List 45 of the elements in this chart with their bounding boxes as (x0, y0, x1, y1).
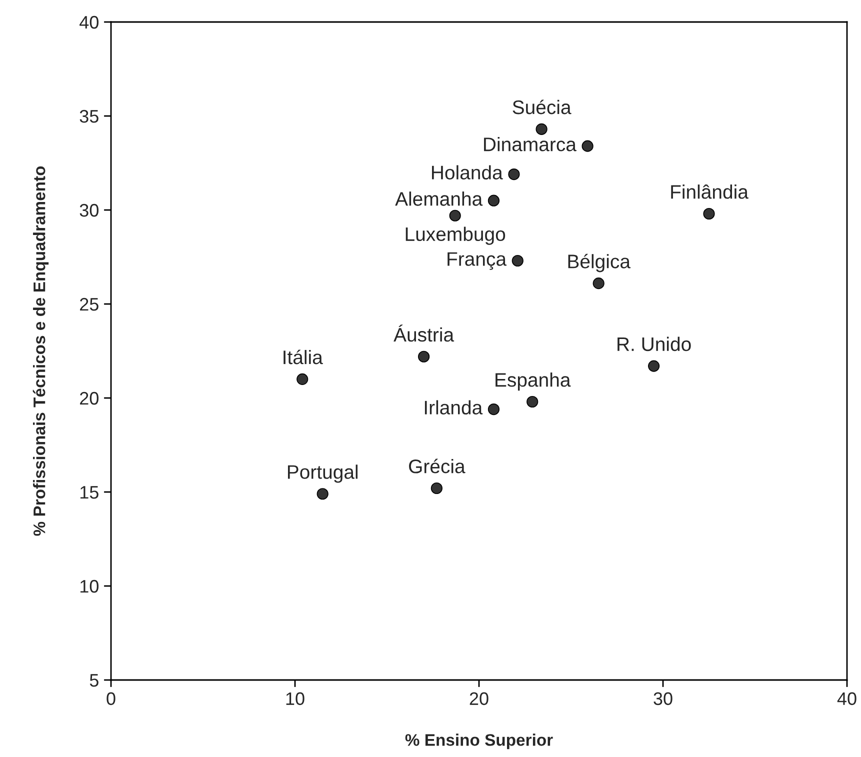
point (592, 278, 604, 290)
y-tick-label: 30 (80, 204, 98, 217)
y-tick-label: 40 (80, 16, 98, 29)
point (418, 350, 430, 362)
point (536, 123, 548, 135)
annotation: Portugal (288, 464, 358, 483)
annotation: Alemanha (395, 192, 483, 206)
annotation: R. Unido (618, 336, 691, 352)
annotation: Itália (284, 350, 323, 364)
point (488, 403, 500, 416)
point (512, 254, 524, 267)
x-tick-label: 40 (837, 692, 856, 706)
point (316, 488, 328, 500)
y-tick-label: 25 (80, 298, 98, 311)
point (648, 360, 660, 372)
x-tick-label: 20 (470, 692, 488, 706)
y-axis-title: % Profissionais Técnicos e de Enquadramento (32, 166, 49, 536)
point (449, 210, 461, 222)
annotation: Irlanda (424, 400, 483, 414)
annotation: Espanha (496, 372, 571, 391)
point (703, 208, 715, 220)
y-tick-label: 10 (80, 580, 98, 593)
y-tick-label: 35 (80, 110, 98, 123)
y-tick-label: 20 (80, 392, 98, 405)
annotation: Luxembugo (406, 226, 506, 245)
point (582, 140, 594, 152)
y-tick-label: 15 (80, 486, 98, 499)
x-axis-title: % Ensino Superior (405, 734, 553, 750)
annotation: França (448, 252, 507, 270)
annotation: Dinamarca (484, 137, 576, 152)
annotation: Grécia (409, 458, 466, 474)
annotation: Áustria (394, 324, 454, 342)
annotation: Finlândia (671, 184, 748, 199)
x-tick-label: 0 (106, 692, 116, 706)
point (488, 194, 500, 206)
point (296, 373, 308, 385)
point (526, 396, 538, 408)
x-tick-label: 30 (654, 692, 672, 706)
annotation: Suécia (512, 100, 572, 114)
y-tick-label: 5 (90, 674, 98, 687)
point (430, 482, 442, 494)
annotation: Holanda (432, 165, 503, 180)
x-tick-label: 10 (286, 692, 304, 706)
annotation: Bélgica (568, 254, 630, 272)
point (508, 168, 520, 180)
